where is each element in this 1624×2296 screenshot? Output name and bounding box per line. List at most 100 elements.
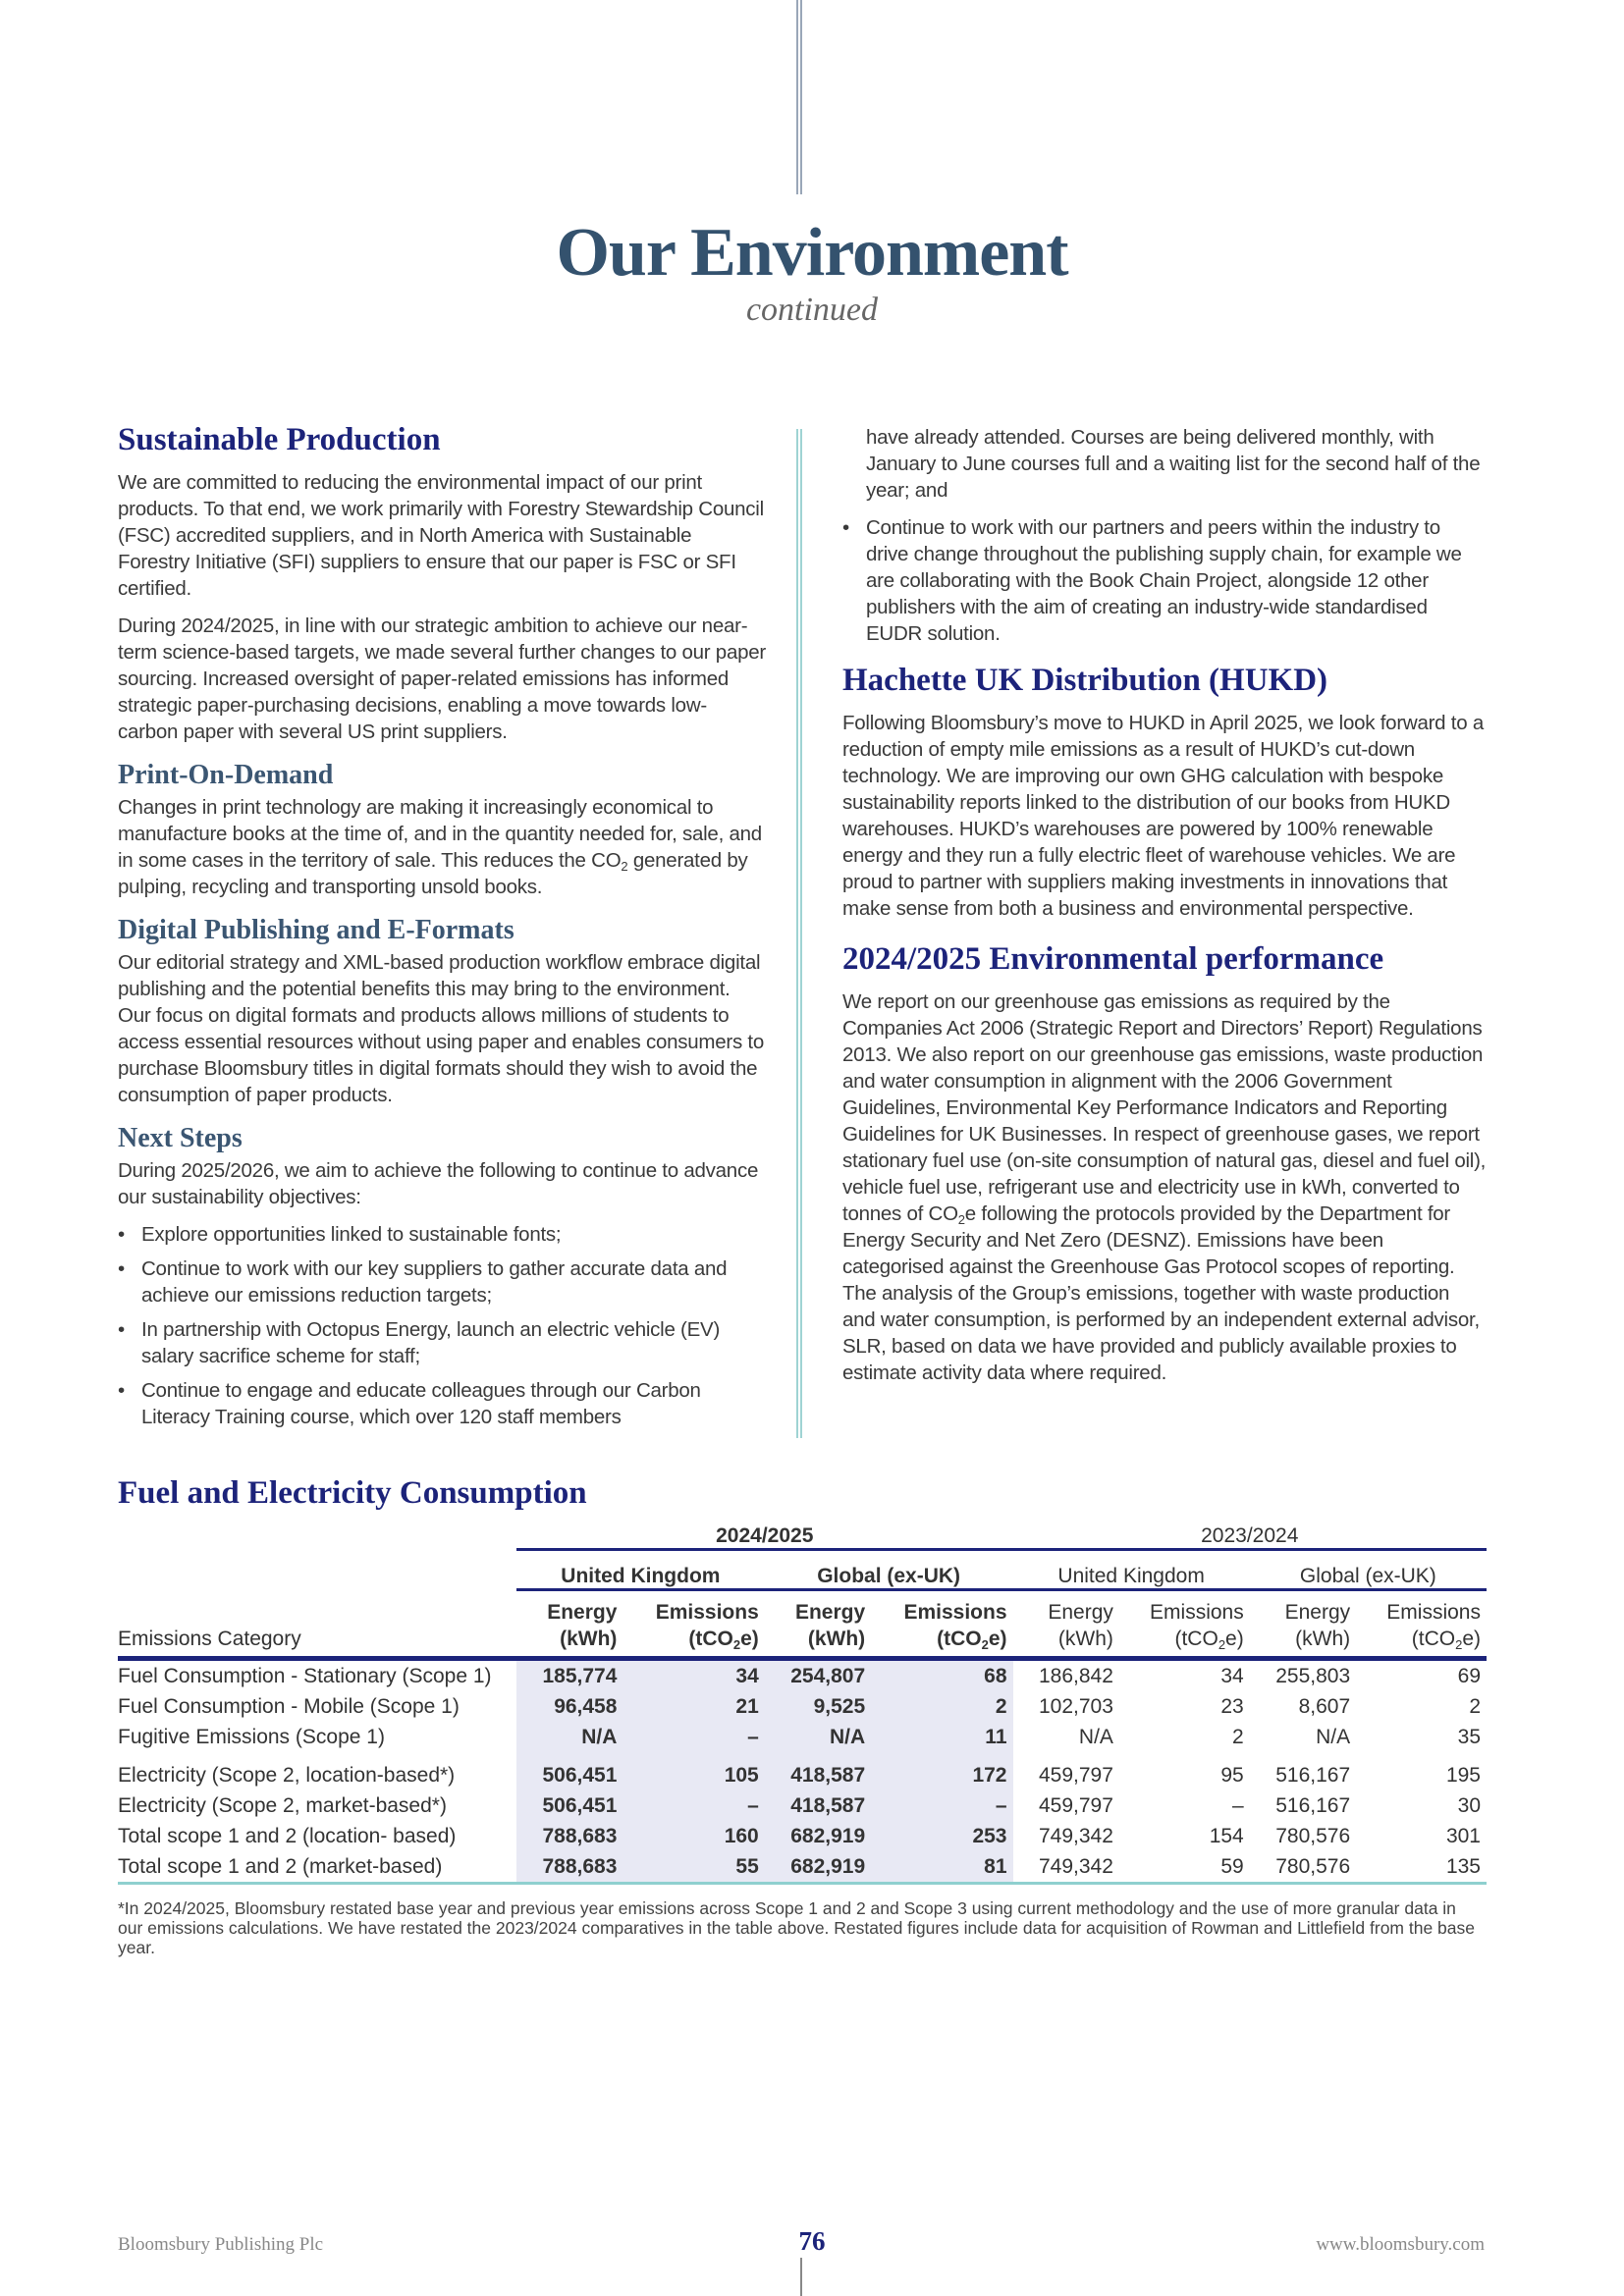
table-row: Fuel Consumption - Mobile (Scope 1) 96,45… [118, 1691, 1487, 1722]
emissions-cell: 59 [1118, 1851, 1250, 1885]
heading-sustainable-production: Sustainable Production [118, 422, 441, 457]
energy-cell: 255,803 [1275, 1664, 1351, 1687]
energy-cell: 749,342 [1039, 1824, 1113, 1847]
list-item: Continue to work with our partners and p… [842, 514, 1487, 647]
energy-cell: 506,451 [516, 1790, 623, 1821]
unit: (kWh) [1295, 1628, 1351, 1650]
energy-header: Energy (kWh) [765, 1590, 871, 1659]
energy-cell: N/A [516, 1722, 623, 1752]
right-column: have already attended. Courses are being… [842, 420, 1487, 1438]
emissions-cell: – [1232, 1793, 1244, 1817]
energy-header: Energy (kWh) [516, 1590, 623, 1659]
unit: (tCO [688, 1628, 733, 1650]
table-row: Fugitive Emissions (Scope 1) N/A – N/A 11 N/A… [118, 1722, 1487, 1752]
energy-cell: 102,703 [1039, 1694, 1113, 1718]
energy-cell: N/A [764, 1722, 872, 1752]
list-item: Continue to work with our key suppliers … [118, 1255, 766, 1308]
table-row: Fuel Consumption - Stationary (Scope 1) 1… [118, 1658, 1487, 1691]
blank-header-cell [118, 1550, 516, 1590]
emissions-cell: 34 [623, 1658, 765, 1691]
emissions-header: Emissions (tCO2e) [1356, 1590, 1487, 1659]
paragraph: Changes in print technology are making i… [118, 794, 766, 900]
text: We report on our greenhouse gas emission… [842, 990, 1487, 1225]
heading-hukd: Hachette UK Distribution (HUKD) [842, 663, 1328, 698]
energy-cell: 506,451 [516, 1752, 623, 1790]
paragraph: Following Bloomsbury’s move to HUKD in A… [842, 712, 1484, 920]
unit: (tCO [1174, 1628, 1218, 1650]
emissions-cell: 55 [623, 1851, 765, 1885]
list-item: Explore opportunities linked to sustaina… [118, 1221, 766, 1248]
paragraph: We report on our greenhouse gas emission… [842, 988, 1487, 1386]
region-header: Global (ex-UK) [1249, 1549, 1487, 1591]
consumption-table: 2024/2025 2023/2024 United Kingdom Globa… [118, 1517, 1487, 1885]
energy-cell: 780,576 [1249, 1851, 1357, 1885]
emissions-header: Emissions (tCO2e) [623, 1590, 764, 1659]
bottom-decorative-line [800, 2258, 802, 2296]
energy-cell: 516,167 [1275, 1763, 1351, 1787]
energy-cell: 96,458 [516, 1691, 623, 1722]
unit: (kWh) [560, 1628, 618, 1650]
emissions-cell: 301 [1445, 1824, 1481, 1847]
heading-next-steps: Next Steps [118, 1123, 243, 1153]
energy-header: Energy (kWh) [1013, 1590, 1119, 1659]
heading-digital-publishing: Digital Publishing and E-Formats [118, 915, 514, 945]
emissions-cell: 2 [871, 1691, 1013, 1722]
energy-cell: 682,919 [764, 1821, 872, 1851]
emissions-cell: – [623, 1790, 765, 1821]
category-cell: Fuel Consumption - Stationary (Scope 1) [118, 1664, 492, 1687]
emissions-cell: 154 [1209, 1824, 1244, 1847]
label: Emissions [903, 1601, 1007, 1624]
label: Energy [547, 1601, 618, 1624]
energy-cell: 418,587 [764, 1790, 872, 1821]
table-footnote: *In 2024/2025, Bloomsbury restated base … [118, 1898, 1476, 1957]
emissions-cell: – [623, 1722, 765, 1752]
emissions-cell: 81 [871, 1851, 1013, 1885]
emissions-cell: 69 [1457, 1664, 1481, 1687]
emissions-cell: 21 [623, 1691, 765, 1722]
blank-header-cell [118, 1517, 516, 1550]
table-row: Electricity (Scope 2, market-based*) 506,… [118, 1790, 1487, 1821]
emissions-cell: 135 [1356, 1851, 1487, 1885]
year-header: 2024/2025 [516, 1517, 1013, 1551]
energy-cell: 8,607 [1298, 1694, 1351, 1718]
energy-cell: 254,807 [764, 1658, 872, 1691]
emissions-header: Emissions (tCO2e) [871, 1590, 1012, 1659]
subscript: 2 [981, 1637, 989, 1652]
energy-cell: 459,797 [1039, 1793, 1113, 1817]
emissions-cell: 11 [871, 1722, 1013, 1752]
label: Emissions [1386, 1601, 1481, 1624]
paragraph: Our editorial strategy and XML-based pro… [118, 951, 764, 1106]
two-column-body: Sustainable Production We are committed … [118, 420, 1487, 1438]
unit: e) [1225, 1628, 1244, 1650]
category-cell: Fuel Consumption - Mobile (Scope 1) [118, 1694, 460, 1718]
emissions-cell: 30 [1457, 1793, 1481, 1817]
subscript: 2 [1455, 1637, 1463, 1652]
energy-cell: 788,683 [516, 1851, 623, 1885]
emissions-cell: – [871, 1790, 1013, 1821]
subscript: 2 [732, 1637, 741, 1652]
energy-cell: N/A [1316, 1725, 1351, 1748]
text: generated by pulping, recycling and tran… [118, 849, 748, 898]
paragraph: During 2025/2026, we aim to achieve the … [118, 1159, 759, 1208]
unit: e) [740, 1628, 759, 1650]
region-header: United Kingdom [516, 1549, 765, 1591]
label: Energy [1284, 1601, 1351, 1624]
category-cell: Electricity (Scope 2, location-based*) [118, 1763, 456, 1787]
subscript: 2 [621, 859, 628, 874]
unit: (kWh) [807, 1628, 866, 1650]
continued-list: Continue to work with our partners and p… [842, 514, 1487, 647]
emissions-header: Emissions (tCO2e) [1119, 1590, 1250, 1659]
year-header: 2023/2024 [1012, 1517, 1487, 1551]
footer-url[interactable]: www.bloomsbury.com [1316, 2234, 1485, 2255]
energy-cell: 780,576 [1275, 1824, 1351, 1847]
heading-print-on-demand: Print-On-Demand [118, 760, 334, 790]
left-column: Sustainable Production We are committed … [118, 420, 766, 1438]
table-row: Total scope 1 and 2 (location- based) 788… [118, 1821, 1487, 1851]
emissions-cell: 160 [623, 1821, 765, 1851]
energy-cell: 749,342 [1012, 1851, 1119, 1885]
label: Emissions [1150, 1601, 1244, 1624]
energy-cell: 186,842 [1039, 1664, 1113, 1687]
region-header: Global (ex-UK) [764, 1549, 1013, 1591]
emissions-cell: 195 [1445, 1763, 1481, 1787]
category-cell: Fugitive Emissions (Scope 1) [118, 1725, 385, 1748]
